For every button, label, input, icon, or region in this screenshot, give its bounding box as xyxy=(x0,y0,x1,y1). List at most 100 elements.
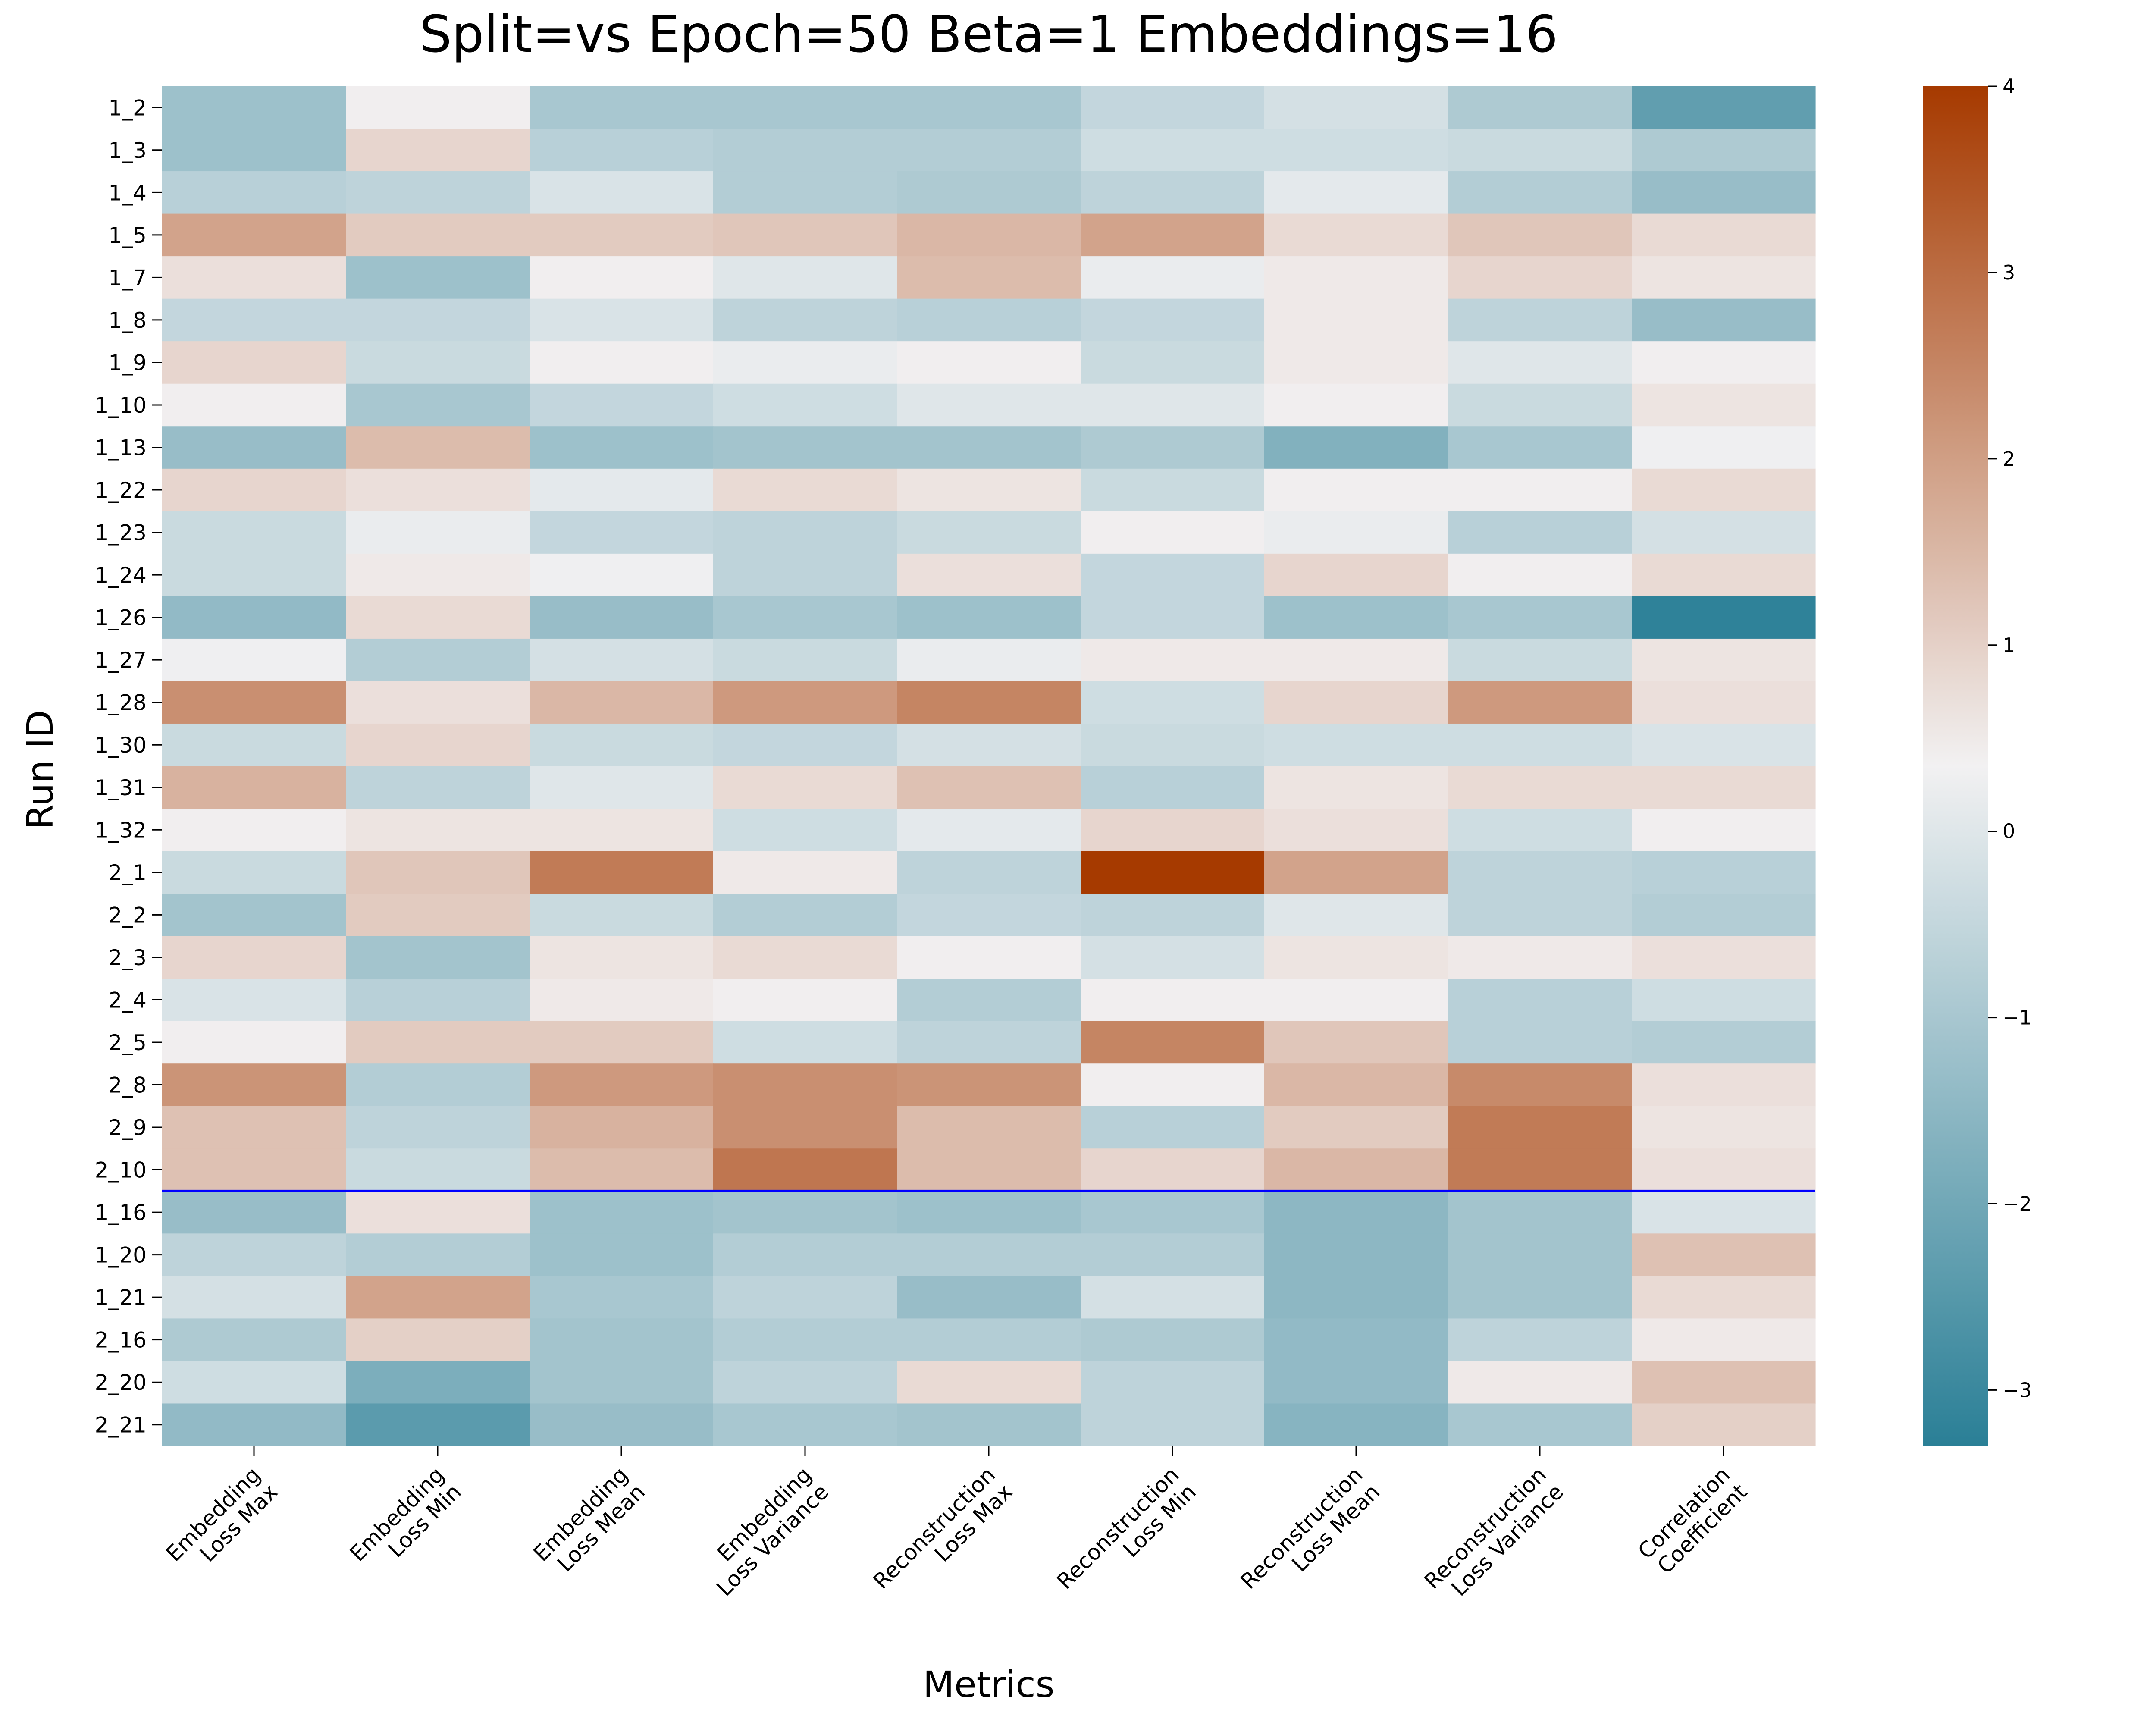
column-label: CorrelationCoefficient xyxy=(1633,1462,1752,1581)
row-label: 1_26 xyxy=(95,605,147,630)
heatmap-cell xyxy=(1264,638,1448,682)
heatmap-cell xyxy=(1448,553,1632,596)
heatmap-cell xyxy=(530,383,714,427)
heatmap-cell xyxy=(1081,256,1265,299)
heatmap-cell xyxy=(1264,1063,1448,1107)
heatmap-cell xyxy=(346,213,530,257)
heatmap-cell xyxy=(1081,511,1265,554)
row-label: 2_2 xyxy=(108,903,147,928)
heatmap-cell xyxy=(346,1233,530,1276)
heatmap-cell xyxy=(1632,468,1816,511)
heatmap-cell xyxy=(1448,256,1632,299)
heatmap-cell xyxy=(346,936,530,979)
heatmap-cell xyxy=(1632,979,1816,1022)
heatmap-cell xyxy=(162,766,346,809)
row-label: 2_3 xyxy=(108,945,147,970)
column-label: EmbeddingLoss Min xyxy=(345,1462,466,1583)
heatmap-cell xyxy=(1264,298,1448,342)
heatmap-cell xyxy=(1448,936,1632,979)
heatmap-cell xyxy=(713,766,897,809)
heatmap-cell xyxy=(1632,383,1816,427)
heatmap-cell xyxy=(1081,851,1265,894)
heatmap-cell xyxy=(1264,596,1448,639)
heatmap-cell xyxy=(530,681,714,724)
heatmap-cell xyxy=(1448,341,1632,384)
heatmap-cells xyxy=(162,86,1816,1446)
heatmap-cell xyxy=(530,468,714,511)
heatmap-cell xyxy=(1448,1318,1632,1361)
heatmap-cell xyxy=(897,851,1081,894)
heatmap-cell xyxy=(346,766,530,809)
heatmap-cell xyxy=(1632,1148,1816,1192)
heatmap-cell xyxy=(162,256,346,299)
heatmap-cell xyxy=(1448,979,1632,1022)
heatmap-cell xyxy=(530,213,714,257)
heatmap-cell xyxy=(897,1233,1081,1276)
heatmap-cell xyxy=(713,426,897,469)
heatmap-cell xyxy=(346,1106,530,1149)
heatmap-cell xyxy=(346,894,530,937)
heatmap-cell xyxy=(530,1021,714,1064)
heatmap-cell xyxy=(897,426,1081,469)
row-label: 1_3 xyxy=(108,138,147,163)
row-label: 2_5 xyxy=(108,1030,147,1055)
heatmap-cell xyxy=(1632,1361,1816,1404)
heatmap-cell xyxy=(1632,1021,1816,1064)
heatmap-cell xyxy=(162,298,346,342)
column-label: ReconstructionLoss Min xyxy=(1052,1462,1201,1611)
heatmap-cell xyxy=(530,851,714,894)
heatmap-cell xyxy=(162,383,346,427)
chart-title: Split=vs Epoch=50 Beta=1 Embeddings=16 xyxy=(420,4,1558,64)
colorbar-tick-label: −3 xyxy=(2002,1378,2032,1402)
heatmap-cell xyxy=(1081,809,1265,852)
heatmap-cell xyxy=(1264,1191,1448,1234)
heatmap-cell xyxy=(1264,979,1448,1022)
row-label: 1_24 xyxy=(95,563,147,588)
heatmap-cell xyxy=(1081,1191,1265,1234)
heatmap-cell xyxy=(530,86,714,129)
heatmap-cell xyxy=(1632,171,1816,214)
column-label: ReconstructionLoss Variance xyxy=(1420,1462,1568,1611)
heatmap-cell xyxy=(346,298,530,342)
heatmap-cell xyxy=(1264,723,1448,767)
heatmap-cell xyxy=(530,1276,714,1319)
heatmap-cell xyxy=(713,809,897,852)
heatmap-cell xyxy=(1081,553,1265,596)
heatmap-cell xyxy=(1264,553,1448,596)
heatmap-cell xyxy=(713,1106,897,1149)
heatmap-cell xyxy=(1448,1191,1632,1234)
heatmap-cell xyxy=(1081,1148,1265,1192)
heatmap-cell xyxy=(897,1191,1081,1234)
heatmap-cell xyxy=(713,553,897,596)
heatmap-cell xyxy=(1081,468,1265,511)
heatmap-cell xyxy=(1264,129,1448,172)
heatmap-cell xyxy=(1632,1191,1816,1234)
heatmap-cell xyxy=(897,596,1081,639)
heatmap-cell xyxy=(897,86,1081,129)
heatmap-cell xyxy=(346,1318,530,1361)
colorbar-tick-label: 0 xyxy=(2002,820,2015,843)
heatmap-cell xyxy=(530,809,714,852)
heatmap-cell xyxy=(1448,766,1632,809)
heatmap-cell xyxy=(346,851,530,894)
heatmap-cell xyxy=(897,298,1081,342)
colorbar-tick-label: 2 xyxy=(2002,447,2015,470)
heatmap-cell xyxy=(162,936,346,979)
heatmap-cell xyxy=(1632,298,1816,342)
heatmap-cell xyxy=(162,1106,346,1149)
heatmap-cell xyxy=(346,1361,530,1404)
heatmap-cell xyxy=(897,1021,1081,1064)
heatmap-cell xyxy=(530,1191,714,1234)
heatmap-cell xyxy=(713,129,897,172)
heatmap-cell xyxy=(162,596,346,639)
heatmap-cell xyxy=(346,256,530,299)
heatmap-cell xyxy=(530,723,714,767)
heatmap-cell xyxy=(897,1361,1081,1404)
heatmap-cell xyxy=(897,1063,1081,1107)
heatmap-cell xyxy=(346,341,530,384)
heatmap-cell xyxy=(530,553,714,596)
heatmap-cell xyxy=(1264,468,1448,511)
heatmap-cell xyxy=(1264,894,1448,937)
heatmap-cell xyxy=(1264,1403,1448,1446)
heatmap-cell xyxy=(162,1021,346,1064)
